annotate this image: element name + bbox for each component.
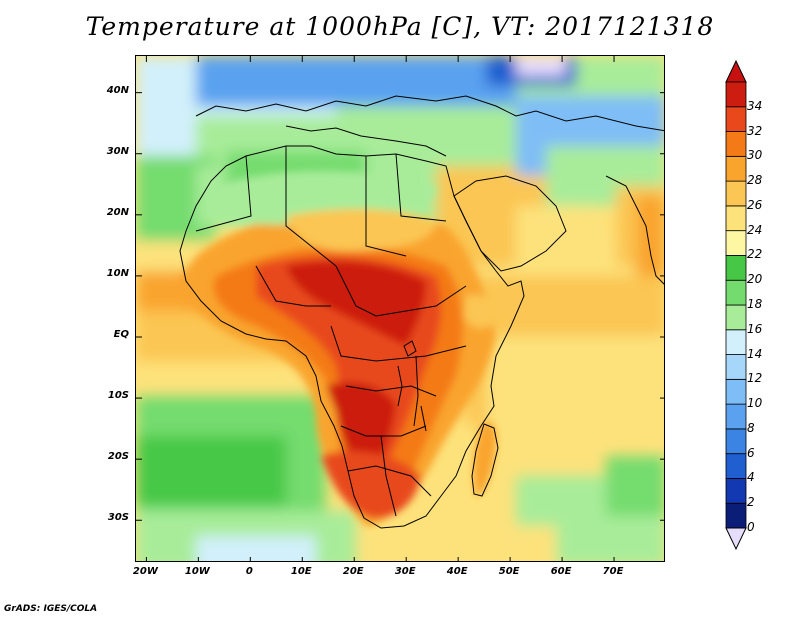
colorbar-label: 26	[747, 197, 763, 212]
lon-tick-label: 10E	[290, 566, 312, 577]
colorbar-segment	[725, 403, 747, 430]
lon-tick-label: 20E	[342, 566, 364, 577]
colorbar-over-triangle	[725, 60, 747, 83]
colorbar-segment	[725, 453, 747, 479]
colorbar-label: 4	[747, 470, 755, 485]
lat-tick-label: 30N	[106, 145, 129, 157]
lon-tick-label: 30E	[394, 566, 416, 577]
temperature-map	[135, 55, 665, 562]
colorbar-label: 18	[747, 297, 763, 311]
lon-tick-label: 40E	[446, 566, 468, 577]
colorbar-label: 24	[747, 222, 763, 237]
colorbar-segment	[725, 279, 747, 306]
colorbar-segment	[725, 155, 747, 182]
lon-tick-label: 20W	[132, 566, 158, 577]
colorbar-label: 34	[747, 98, 763, 113]
colorbar-segment	[725, 180, 747, 207]
lon-tick-label: 60E	[550, 566, 572, 577]
colorbar-segment	[725, 131, 747, 157]
grads-credit: GrADS: IGES/COLA	[4, 604, 98, 614]
map-grid	[136, 56, 664, 561]
colorbar-label: 6	[747, 445, 755, 460]
colorbar-under-triangle	[725, 527, 747, 551]
colorbar-label: 12	[747, 371, 763, 386]
lon-tick-label: 50E	[498, 566, 520, 577]
colorbar-label: 0	[747, 520, 755, 534]
colorbar-segment	[725, 354, 747, 380]
colorbar-segment	[725, 428, 747, 455]
lat-tick-label: 30S	[107, 512, 129, 524]
lat-tick-label: 10N	[106, 267, 129, 279]
colorbar-label: 10	[747, 396, 763, 411]
colorbar-segment	[725, 304, 747, 331]
lon-tick-label: 10W	[184, 566, 210, 577]
colorbar-label: 8	[747, 420, 755, 435]
temperature-field	[136, 56, 664, 561]
colorbar-label: 32	[747, 123, 763, 138]
lat-tick-label: 40N	[106, 84, 129, 96]
colorbar-label: 16	[747, 321, 763, 336]
lat-tick-label: 20S	[107, 451, 129, 463]
colorbar-segment	[725, 255, 747, 281]
lat-tick-label: 10S	[107, 390, 129, 402]
colorbar-label: 20	[747, 272, 763, 287]
map-title: Temperature at 1000hPa [C], VT: 20171213…	[85, 12, 715, 41]
colorbar-label: 2	[747, 495, 755, 510]
colorbar-label: 22	[747, 247, 763, 262]
lat-tick-label: 20N	[106, 206, 129, 218]
colorbar-segment	[725, 329, 747, 355]
colorbar-label: 14	[747, 346, 763, 361]
lon-tick-label: 70E	[602, 566, 624, 577]
colorbar-segment	[725, 230, 747, 256]
colorbar-segment	[725, 502, 747, 529]
coastline-borders	[179, 95, 664, 529]
colorbar	[725, 60, 747, 551]
colorbar-segment	[725, 106, 747, 132]
lat-tick-label: EQ	[113, 328, 129, 340]
colorbar-label: 28	[747, 173, 763, 188]
colorbar-label: 30	[747, 148, 763, 163]
colorbar-segment	[725, 81, 747, 108]
colorbar-segment	[725, 378, 747, 405]
lon-tick-label: 0	[245, 566, 253, 577]
colorbar-segment	[725, 205, 747, 232]
colorbar-segment	[725, 478, 747, 504]
